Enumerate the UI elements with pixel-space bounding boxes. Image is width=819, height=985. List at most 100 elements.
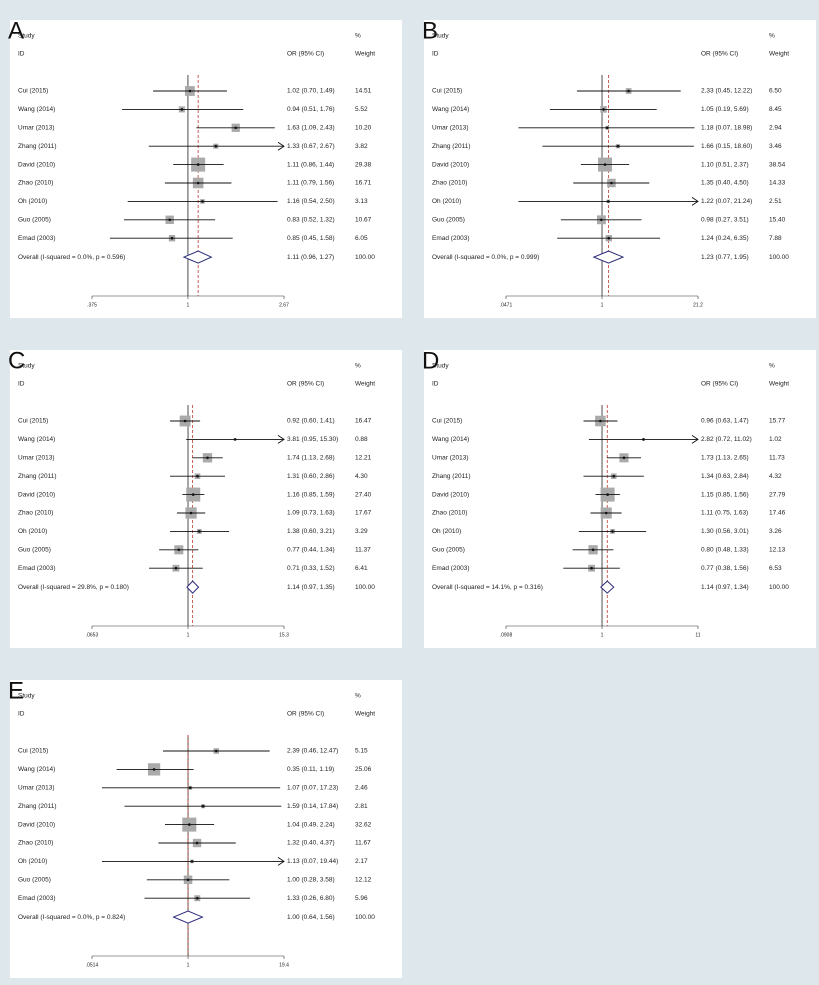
study-label: Guo (2005): [18, 547, 51, 554]
effect-label: 1.24 (0.24, 6.35): [701, 235, 749, 242]
effect-label: 1.07 (0.07, 17.23): [287, 785, 338, 792]
overall-weight-label: 100.00: [769, 584, 789, 591]
id-header: ID: [18, 381, 25, 388]
effect-label: 1.18 (0.07, 18.98): [701, 125, 752, 132]
weight-header: Weight: [769, 381, 789, 388]
effect-label: 1.31 (0.60, 2.86): [287, 473, 335, 480]
x-tick-label: 1: [601, 632, 604, 638]
ci-arrow: [277, 141, 285, 151]
weight-label: 6.41: [355, 565, 368, 572]
study-label: Zhang (2011): [432, 473, 471, 480]
weight-label: 2.17: [355, 858, 368, 865]
overall-diamond: [172, 910, 204, 924]
effect-label: 1.16 (0.54, 2.50): [287, 198, 335, 205]
weight-label: 0.88: [355, 436, 368, 443]
point-estimate: [602, 108, 605, 111]
effect-label: 1.32 (0.40, 4.37): [287, 840, 335, 847]
weight-label: 10.20: [355, 125, 372, 132]
effect-label: 1.22 (0.07, 21.24): [701, 198, 752, 205]
ci-arrow: [691, 197, 699, 206]
study-label: Zhang (2011): [18, 803, 57, 810]
study-label: Emad (2003): [432, 565, 470, 572]
overall-label: Overall (I-squared = 29.8%, p = 0.180): [18, 584, 129, 591]
effect-label: 0.94 (0.51, 1.76): [287, 106, 335, 113]
point-estimate: [195, 896, 199, 900]
x-tick-label: .0471: [500, 302, 513, 308]
study-label: Oh (2010): [432, 198, 461, 205]
point-estimate: [234, 126, 238, 130]
study-label: David (2010): [18, 491, 55, 498]
effect-label: 0.83 (0.52, 1.32): [287, 217, 335, 224]
point-estimate: [152, 768, 156, 771]
panel-background: [10, 20, 402, 318]
point-estimate: [611, 530, 614, 533]
point-estimate: [191, 493, 195, 496]
panel-background: [10, 350, 402, 648]
effect-label: 1.11 (0.86, 1.44): [287, 161, 334, 168]
study-header: Study: [18, 33, 35, 40]
x-tick-label: .375: [87, 302, 97, 308]
weight-label: 15.40: [769, 217, 786, 224]
study-label: Oh (2010): [18, 858, 47, 865]
point-estimate: [214, 144, 218, 148]
weight-label: 10.67: [355, 217, 372, 224]
effect-header: OR (95% CI): [287, 381, 324, 388]
study-label: David (2010): [432, 161, 469, 168]
id-header: ID: [432, 381, 439, 388]
point-estimate: [591, 548, 595, 552]
effect-header: OR (95% CI): [287, 51, 324, 58]
study-label: Oh (2010): [18, 198, 47, 205]
weight-label: 2.51: [769, 198, 782, 205]
weight-label: 14.51: [355, 88, 372, 95]
percent-header: %: [355, 363, 361, 370]
point-estimate: [201, 200, 204, 203]
study-label: Umar (2013): [18, 455, 54, 462]
study-label: Emad (2003): [18, 895, 56, 902]
study-label: Emad (2003): [432, 235, 470, 242]
study-header: Study: [432, 363, 449, 370]
point-estimate: [627, 89, 630, 93]
study-label: Zhao (2010): [18, 180, 53, 187]
overall-label: Overall (I-squared = 0.0%, p = 0.999): [432, 254, 539, 261]
weight-label: 12.12: [355, 877, 372, 884]
id-header: ID: [18, 711, 25, 718]
percent-header: %: [355, 693, 361, 700]
study-label: Emad (2003): [18, 565, 56, 572]
x-tick-label: 2.67: [279, 302, 289, 308]
study-label: Wang (2014): [18, 766, 55, 773]
effect-label: 1.09 (0.73, 1.63): [287, 510, 335, 517]
effect-label: 0.92 (0.60, 1.41): [287, 418, 335, 425]
point-estimate: [214, 749, 218, 753]
study-label: Wang (2014): [432, 106, 469, 113]
weight-label: 5.52: [355, 106, 368, 113]
point-estimate: [603, 163, 607, 166]
study-label: Emad (2003): [18, 235, 56, 242]
effect-label: 1.66 (0.15, 18.60): [701, 143, 752, 150]
effect-header: OR (95% CI): [287, 711, 324, 718]
overall-effect-label: 1.11 (0.96, 1.27): [287, 254, 334, 261]
point-estimate: [189, 511, 193, 515]
overall-effect-label: 1.00 (0.64, 1.56): [287, 914, 335, 921]
point-estimate: [186, 878, 190, 882]
effect-label: 0.71 (0.33, 1.52): [287, 565, 335, 572]
weight-label: 27.79: [769, 491, 786, 498]
percent-header: %: [769, 33, 775, 40]
point-estimate: [607, 236, 611, 240]
weight-label: 2.81: [355, 803, 368, 810]
effect-label: 0.98 (0.27, 3.51): [701, 217, 749, 224]
weight-label: 8.45: [769, 106, 782, 113]
ci-arrow: [691, 435, 699, 444]
study-label: Guo (2005): [432, 217, 465, 224]
weight-label: 5.15: [355, 748, 368, 755]
study-label: David (2010): [18, 161, 55, 168]
weight-label: 3.29: [355, 528, 368, 535]
study-label: Wang (2014): [18, 106, 55, 113]
weight-header: Weight: [355, 51, 375, 58]
point-estimate: [183, 419, 187, 423]
weight-label: 11.73: [769, 455, 785, 462]
effect-header: OR (95% CI): [701, 381, 738, 388]
point-estimate: [612, 474, 616, 478]
